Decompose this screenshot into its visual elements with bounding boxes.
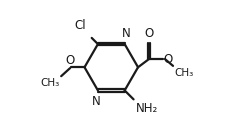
Text: O: O: [66, 54, 75, 66]
Text: N: N: [122, 27, 131, 40]
Text: NH₂: NH₂: [136, 102, 158, 115]
Text: O: O: [144, 27, 154, 40]
Text: Cl: Cl: [74, 19, 86, 32]
Text: O: O: [164, 52, 173, 66]
Text: N: N: [92, 95, 101, 108]
Text: CH₃: CH₃: [175, 67, 194, 78]
Text: CH₃: CH₃: [40, 78, 59, 88]
